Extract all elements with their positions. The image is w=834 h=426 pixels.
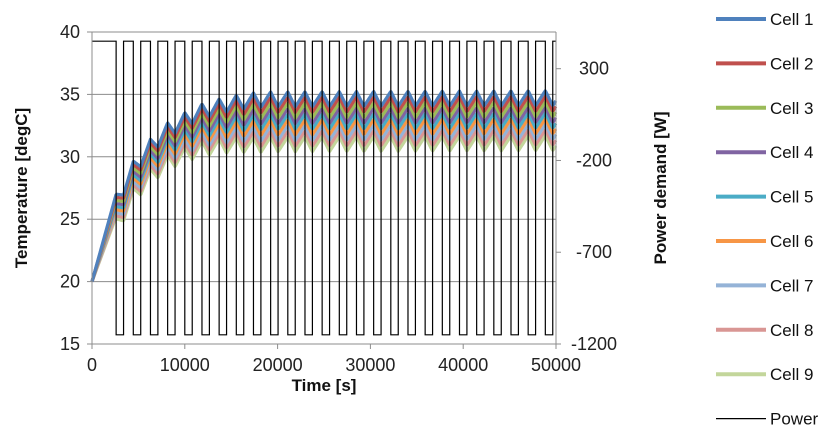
x-tick-label: 20000 [253,355,303,375]
y-tick-label: 40 [60,22,80,42]
series-line-cell-1 [90,89,558,283]
y-axis-label: Temperature [degC] [12,108,31,268]
series-line-cell-9 [90,134,558,283]
legend-label-cell-3: Cell 3 [770,99,813,118]
y-tick-label: 25 [60,209,80,229]
legend-label-cell-5: Cell 5 [770,188,813,207]
series-line-cell-3 [90,100,558,283]
gridlines [92,31,556,345]
legend-label-cell-4: Cell 4 [770,143,813,162]
series-lines [90,89,558,283]
series-line-power [92,40,556,336]
x-tick-label: 10000 [160,355,210,375]
y2-axis-label: Power demand [W] [651,111,670,264]
legend: Cell 1 Cell 2 Cell 3 Cell 4 Cell 5 Cell 6 Cell… [716,10,819,426]
series-line-cell-7 [90,122,558,283]
x-tick-label: 50000 [531,355,581,375]
y2-tick-label: 300 [579,59,609,79]
y-tick-label: 35 [60,84,80,104]
series-line-cell-2 [90,94,558,283]
y-tick-label: 30 [60,147,80,167]
legend-label-cell-2: Cell 2 [770,54,813,73]
tick-labels: 0 10000 20000 30000 40000 50000 15 20 25 30 35 40 30… [60,22,617,375]
legend-label-cell-9: Cell 9 [770,365,813,384]
legend-label-cell-8: Cell 8 [770,321,813,340]
x-tick-label: 30000 [345,355,395,375]
y2-tick-label: -700 [576,242,612,262]
series-line-cell-5 [90,111,558,283]
legend-label-cell-7: Cell 7 [770,276,813,295]
series-line-cell-4 [90,106,558,283]
series-line-cell-6 [90,117,558,283]
x-tick-label: 0 [87,355,97,375]
y2-tick-label: -200 [576,150,612,170]
legend-label-cell-1: Cell 1 [770,10,813,29]
y-tick-label: 20 [60,272,80,292]
x-tick-label: 40000 [438,355,488,375]
series-line-cell-8 [90,128,558,283]
legend-label-cell-6: Cell 6 [770,232,813,251]
x-axis-label: Time [s] [292,376,357,395]
y-tick-label: 15 [60,334,80,354]
y2-tick-label: -1200 [571,334,617,354]
legend-label-power: Power [770,410,819,426]
axes [87,31,561,349]
power-series [92,40,556,336]
